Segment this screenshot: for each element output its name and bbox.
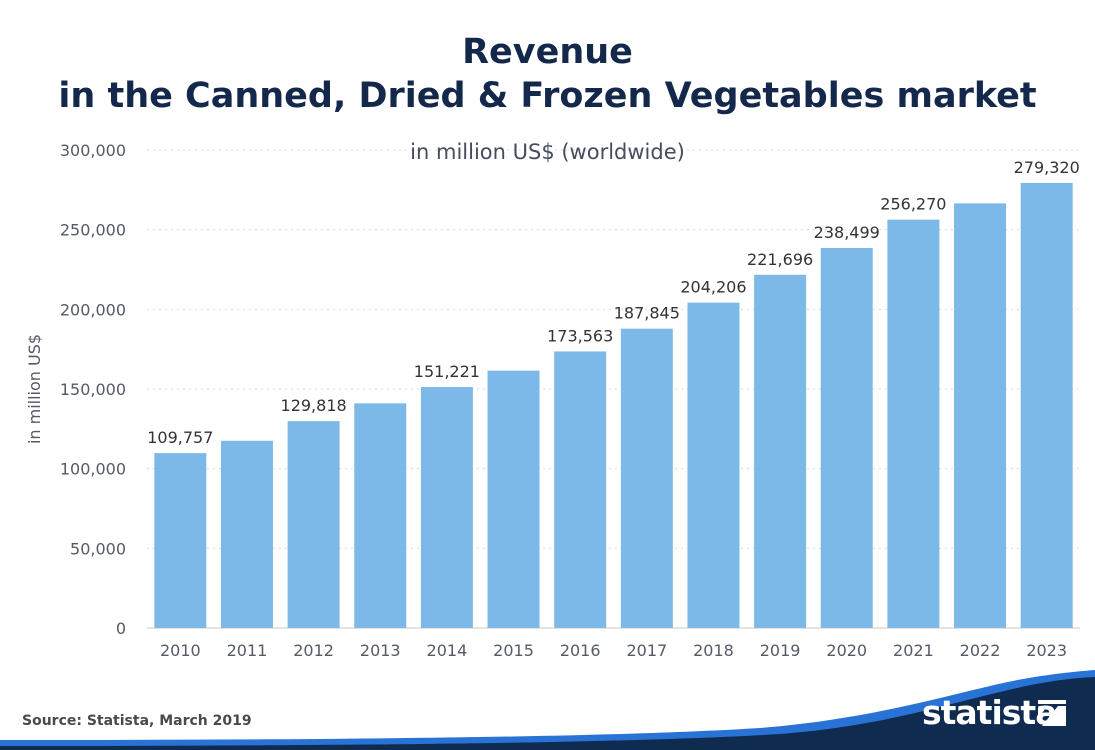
bar [287,421,340,628]
x-tick-label: 2021 [893,641,934,660]
chart-title-line-1: Revenue [462,32,633,72]
x-tick-label: 2015 [493,641,534,660]
bar [754,274,807,628]
bar-chart: 0 50,000 100,000 150,000 200,000 250,000 300,0… [25,141,1080,660]
chart-title-line-2: in the Canned, Dried & Frozen Vegetables… [58,76,1037,116]
x-tick-label: 2014 [427,641,468,660]
y-tick-label: 150,000 [60,380,126,399]
bar [687,302,740,628]
bar [620,328,673,628]
x-tick-label: 2023 [1026,641,1067,660]
x-tick-label: 2017 [626,641,667,660]
data-label: 256,270 [880,195,946,214]
y-tick-label: 300,000 [60,141,126,160]
bar [220,440,273,628]
x-tick-label: 2018 [693,641,734,660]
data-label: 109,757 [147,428,213,447]
chart-subtitle: in million US$ (worldwide) [410,140,685,164]
data-label: 129,818 [281,396,347,415]
source-note: Source: Statista, March 2019 [22,713,252,729]
bar [1020,182,1073,628]
bar [154,453,207,628]
x-tick-label: 2019 [760,641,801,660]
bar [420,387,473,628]
y-tick-label: 50,000 [70,539,126,558]
x-tick-label: 2020 [826,641,867,660]
y-tick-label: 200,000 [60,300,126,319]
data-label: 187,845 [614,304,680,323]
statista-logo-text[interactable]: statista [922,693,1057,732]
x-tick-label: 2022 [960,641,1001,660]
x-tick-label: 2012 [293,641,334,660]
x-tick-label: 2013 [360,641,401,660]
x-tick-label: 2011 [227,641,268,660]
data-label: 238,499 [814,223,880,242]
data-label: 173,563 [547,326,613,345]
bar [954,203,1007,629]
chart-title: Revenue in the Canned, Dried & Frozen Ve… [0,30,1095,118]
data-label: 204,206 [680,278,746,297]
statista-logo-icon [1038,700,1066,726]
bar [554,351,607,628]
y-tick-label: 250,000 [60,221,126,240]
data-label: 221,696 [747,250,813,269]
y-axis-label: in million US$ [25,334,44,444]
bar [487,370,540,628]
x-tick-label: 2010 [160,641,201,660]
bar [820,247,873,629]
bar [887,219,940,629]
bar [354,403,407,628]
data-label: 151,221 [414,362,480,381]
data-label: 279,320 [1014,158,1080,177]
y-tick-label: 100,000 [60,460,126,479]
y-tick-label: 0 [116,619,126,638]
x-tick-label: 2016 [560,641,601,660]
